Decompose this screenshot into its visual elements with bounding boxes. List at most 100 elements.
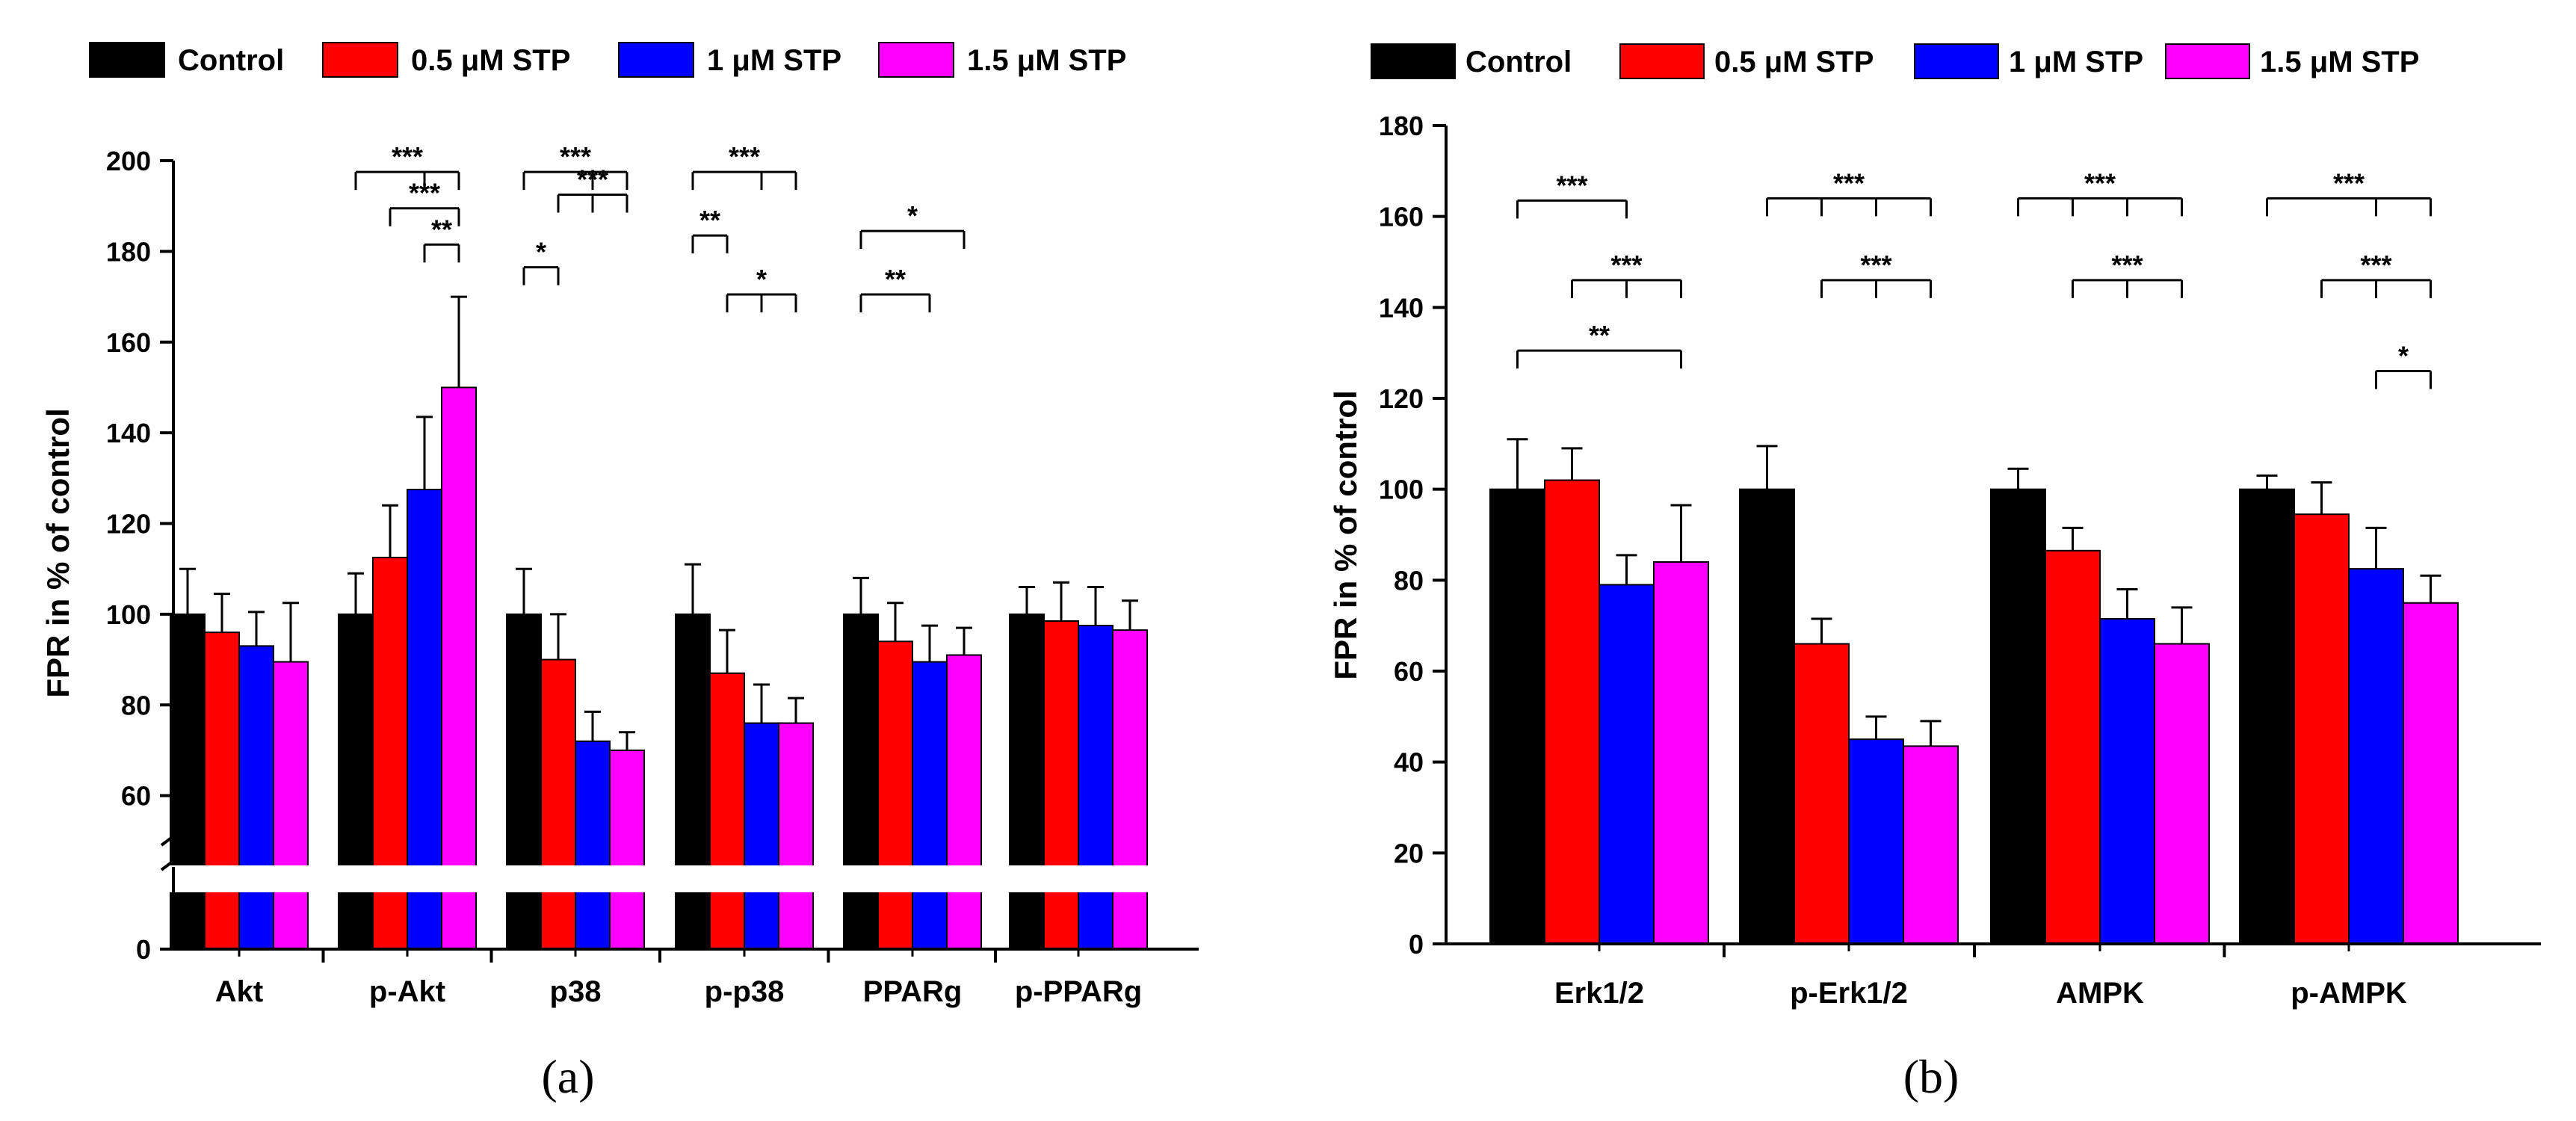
- significance-label: **: [431, 214, 452, 244]
- bar: [1009, 613, 1045, 950]
- legend-label: Control: [1465, 46, 1572, 78]
- y-tick-label: 140: [1379, 292, 1424, 323]
- x-tick-label: p-p38: [705, 975, 785, 1008]
- panel-a-chart: 0 60 80 100 120 140 160 180 200 Akt p-Akt p38 p-p38 P…: [40, 42, 1199, 1008]
- x-tick-label: p38: [550, 975, 602, 1008]
- y-tick-label: 60: [1394, 656, 1424, 687]
- y-tick-label: 160: [106, 327, 151, 358]
- bar: [441, 386, 477, 950]
- bar: [877, 640, 913, 951]
- significance-label: **: [1589, 320, 1610, 350]
- y-tick-label: 120: [1379, 383, 1424, 414]
- bar: [273, 661, 309, 950]
- legend-swatch: [1914, 43, 1999, 79]
- bar: [1903, 745, 1959, 945]
- bar: [2294, 513, 2350, 945]
- y-tick-label: 80: [121, 690, 151, 720]
- y-axis-label: FPR in % of control: [40, 408, 75, 697]
- y-tick-label: 120: [106, 509, 151, 540]
- legend-swatch: [1619, 43, 1705, 79]
- y-tick-label: 20: [1394, 838, 1424, 868]
- significance-label: ***: [1610, 250, 1642, 280]
- bar: [575, 740, 611, 950]
- significance-label: *: [2398, 341, 2409, 371]
- legend-label: 0.5 μM STP: [1714, 46, 1874, 78]
- bar: [338, 613, 374, 950]
- y-tick-label: 200: [106, 146, 151, 176]
- bar: [2348, 568, 2404, 945]
- bar: [1489, 488, 1545, 945]
- significance-label: ***: [2111, 250, 2143, 280]
- bar: [709, 672, 745, 950]
- y-tick-label: 0: [1409, 929, 1424, 960]
- y-tick-label: 140: [106, 418, 151, 448]
- x-tick-label: PPARg: [863, 975, 963, 1008]
- bar: [2099, 618, 2155, 945]
- significance-label: ***: [577, 164, 608, 195]
- legend-swatch: [89, 42, 165, 78]
- bar: [1043, 620, 1079, 950]
- x-tick-label: AMPK: [2056, 977, 2144, 1010]
- y-tick-label: 80: [1394, 565, 1424, 596]
- bar: [2239, 488, 2295, 945]
- significance-label: *: [536, 237, 546, 268]
- y-tick-label: 180: [106, 236, 151, 267]
- x-tick-label: Erk1/2: [1554, 977, 1644, 1010]
- significance-label: ***: [2084, 167, 2116, 198]
- legend-swatch: [322, 42, 398, 78]
- significance-label: ***: [1860, 250, 1891, 280]
- significance-label: ***: [2360, 250, 2391, 280]
- legend-label: 1.5 μM STP: [2260, 46, 2419, 78]
- significance-label: *: [756, 264, 767, 294]
- significance-label: **: [885, 264, 906, 294]
- bar: [1794, 643, 1850, 945]
- significance-label: ***: [409, 178, 440, 209]
- y-axis-label: FPR in % of control: [1328, 390, 1363, 679]
- legend-label: 1 μM STP: [707, 44, 841, 77]
- significance-label: ***: [392, 141, 423, 172]
- significance-label: ***: [2333, 167, 2365, 198]
- bar: [2403, 602, 2459, 945]
- bar: [2154, 643, 2210, 945]
- x-tick-label: p-Akt: [369, 975, 445, 1008]
- legend-label: 1 μM STP: [2009, 46, 2143, 78]
- panel-b-label: (b): [1903, 1050, 1959, 1103]
- bar: [506, 613, 542, 950]
- bar: [1599, 584, 1655, 945]
- bar: [609, 749, 645, 950]
- y-tick-label: 100: [1379, 475, 1424, 505]
- legend-swatch: [2165, 43, 2250, 79]
- significance-label: ***: [560, 141, 591, 172]
- x-tick-label: p-AMPK: [2291, 977, 2407, 1010]
- bar: [238, 645, 274, 951]
- bar: [946, 654, 982, 950]
- x-tick-label: p-Erk1/2: [1790, 977, 1908, 1010]
- bar: [675, 613, 711, 950]
- significance-label: ***: [1556, 170, 1587, 200]
- y-tick-label: 60: [121, 781, 151, 812]
- significance-label: ***: [729, 141, 760, 172]
- bar: [540, 658, 576, 950]
- legend-swatch: [1371, 43, 1456, 79]
- y-tick-label: 40: [1394, 747, 1424, 778]
- legend-swatch: [878, 42, 954, 78]
- panel-b-chart: 0 20 40 60 80 100 120 140 160 180 Erk1/2 p-Erk1/2 AM…: [1328, 43, 2541, 1010]
- bar: [1544, 479, 1600, 945]
- bar: [912, 661, 948, 950]
- x-tick-label: Akt: [215, 975, 263, 1008]
- axis-break-mark: [160, 826, 187, 847]
- axis-break-band: [151, 865, 1199, 892]
- x-tick-label: p-PPARg: [1015, 975, 1142, 1008]
- y-tick-label: 0: [136, 934, 151, 965]
- axis-break-mark: [160, 850, 187, 871]
- bar: [843, 613, 879, 950]
- y-tick-label: 160: [1379, 202, 1424, 232]
- significance-label: **: [699, 205, 720, 235]
- legend-swatch: [618, 42, 694, 78]
- bar: [2045, 549, 2101, 945]
- bar: [778, 722, 814, 950]
- significance-label: *: [907, 200, 918, 231]
- bar: [1990, 488, 2046, 945]
- significance-label: ***: [1833, 167, 1865, 198]
